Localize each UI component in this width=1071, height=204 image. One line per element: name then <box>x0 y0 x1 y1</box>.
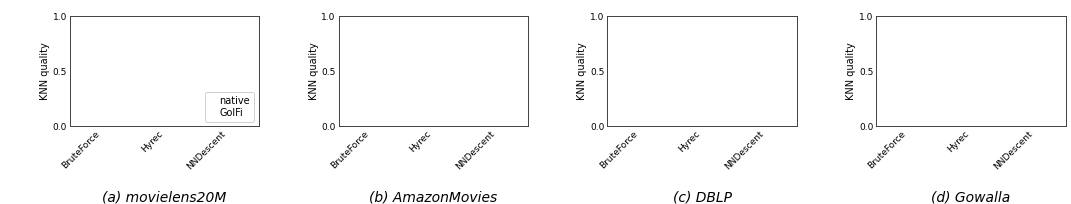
Text: (d) Gowalla: (d) Gowalla <box>932 190 1011 204</box>
Legend: native, GolFi: native, GolFi <box>205 92 254 122</box>
Text: (a) movielens20M: (a) movielens20M <box>102 190 226 204</box>
Y-axis label: KNN quality: KNN quality <box>40 42 49 100</box>
Y-axis label: KNN quality: KNN quality <box>846 42 857 100</box>
Text: (c) DBLP: (c) DBLP <box>673 190 731 204</box>
Y-axis label: KNN quality: KNN quality <box>577 42 588 100</box>
Y-axis label: KNN quality: KNN quality <box>308 42 318 100</box>
Text: (b) AmazonMovies: (b) AmazonMovies <box>369 190 497 204</box>
